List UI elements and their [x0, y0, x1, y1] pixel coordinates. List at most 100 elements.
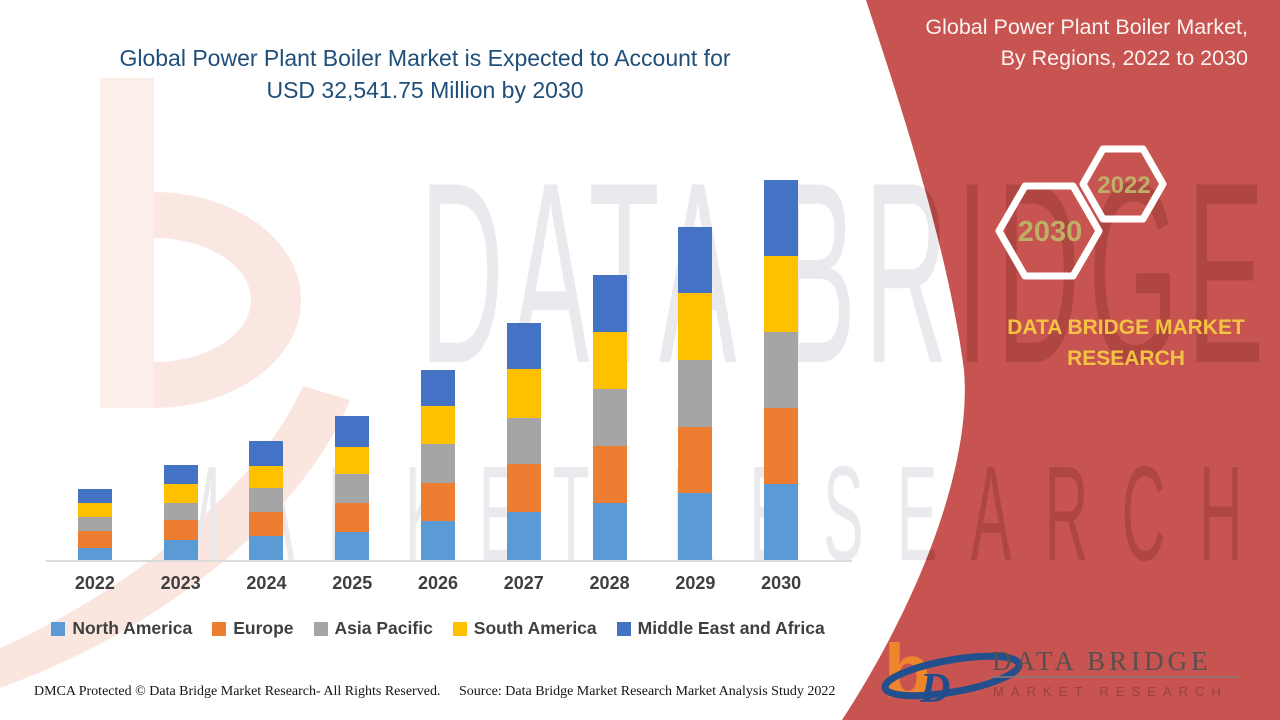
bar-segment-south-america-2022 — [77, 502, 112, 518]
x-tick-2023: 2023 — [160, 573, 201, 593]
chart-title: Global Power Plant Boiler Market is Expe… — [40, 42, 810, 106]
hexagon-2022 — [1079, 145, 1167, 223]
footer-source: Source: Data Bridge Market Research Mark… — [459, 684, 836, 699]
stacked-bar-2023 — [163, 465, 198, 560]
bar-segment-europe-2023 — [163, 520, 198, 540]
x-tick-2022: 2022 — [74, 573, 115, 593]
side-panel-title-line2: By Regions, 2022 to 2030 — [1000, 46, 1248, 70]
bar-segment-north-america-2028 — [592, 503, 627, 560]
bar-segment-north-america-2030 — [764, 484, 799, 560]
chart-legend: North America Europe Asia Pacific South Ame… — [51, 618, 825, 639]
bar-column-2029 — [652, 170, 738, 560]
bar-segment-middle-east-and-africa-2027 — [506, 322, 541, 370]
stacked-bar-2027 — [506, 322, 541, 560]
chart-title-line2: USD 32,541.75 Million by 2030 — [266, 77, 584, 103]
stacked-bar-2025 — [335, 416, 370, 560]
x-tick-2030: 2030 — [761, 573, 802, 593]
bar-segment-asia-pacific-2023 — [163, 502, 198, 520]
bar-segment-europe-2029 — [678, 426, 713, 494]
bar-segment-europe-2026 — [421, 483, 456, 521]
bar-column-2030 — [738, 170, 824, 560]
legend-item-europe: Europe — [212, 618, 294, 639]
stacked-bar-2024 — [249, 441, 284, 560]
chart-title-line1: Global Power Plant Boiler Market is Expe… — [119, 45, 731, 71]
bar-segment-middle-east-and-africa-2029 — [678, 226, 713, 294]
logo-subname: MARKET RESEARCH — [993, 684, 1228, 699]
bar-segment-south-america-2027 — [506, 369, 541, 418]
bar-segment-middle-east-and-africa-2026 — [421, 370, 456, 406]
bar-segment-europe-2027 — [506, 464, 541, 513]
logo-swoosh — [881, 652, 1023, 700]
dbmr-logo: b D DATA BRIDGE MARKET RESEARCH — [881, 629, 1240, 714]
bar-column-2028 — [567, 170, 653, 560]
x-tick-2024: 2024 — [246, 573, 287, 593]
bar-segment-north-america-2025 — [335, 532, 370, 560]
legend-swatch — [212, 621, 227, 636]
stacked-bar-2022 — [77, 489, 112, 560]
bar-segment-asia-pacific-2022 — [77, 517, 112, 532]
bar-segment-north-america-2029 — [678, 493, 713, 560]
bar-column-2025 — [309, 170, 395, 560]
legend-label: Asia Pacific — [334, 618, 433, 638]
legend-label: Middle East and Africa — [637, 618, 825, 638]
x-axis-line — [46, 560, 852, 562]
hexagon-year-2022: 2022 — [1097, 172, 1150, 199]
bar-column-2027 — [481, 170, 567, 560]
bar-segment-south-america-2030 — [764, 256, 799, 332]
legend-swatch — [51, 621, 66, 636]
bar-segment-europe-2025 — [335, 503, 370, 533]
bar-segment-middle-east-and-africa-2022 — [77, 489, 112, 503]
watermark-b-stem — [100, 78, 154, 408]
bar-segment-north-america-2023 — [163, 540, 198, 560]
bar-segment-asia-pacific-2026 — [421, 444, 456, 483]
legend-label: South America — [473, 618, 597, 638]
bar-segment-asia-pacific-2028 — [592, 389, 627, 446]
bar-segment-asia-pacific-2025 — [335, 474, 370, 504]
bar-segment-north-america-2024 — [249, 535, 284, 560]
bar-segment-asia-pacific-2024 — [249, 488, 284, 512]
x-axis-labels: 2022 2023 2024 2025 2026 2027 2028 2029 2030 — [52, 573, 824, 594]
side-panel-title: Global Power Plant Boiler Market, By Reg… — [818, 12, 1248, 74]
brand-wordmark: DATA BRIDGE MARKET RESEARCH — [1007, 316, 1245, 370]
bar-segment-middle-east-and-africa-2023 — [163, 465, 198, 484]
bar-column-2026 — [395, 170, 481, 560]
x-tick-2028: 2028 — [589, 573, 630, 593]
bar-segment-south-america-2026 — [421, 406, 456, 444]
side-panel-title-line1: Global Power Plant Boiler Market, — [925, 15, 1248, 39]
bar-segment-middle-east-and-africa-2028 — [592, 275, 627, 332]
bar-segment-asia-pacific-2027 — [506, 417, 541, 465]
stacked-bar-2028 — [592, 275, 627, 560]
legend-swatch — [313, 621, 328, 636]
bar-column-2022 — [52, 170, 138, 560]
stacked-bar-2030 — [764, 180, 799, 560]
hexagon-2030 — [995, 182, 1103, 280]
bar-segment-south-america-2025 — [335, 447, 370, 475]
bar-segment-europe-2022 — [77, 531, 112, 548]
x-tick-2029: 2029 — [675, 573, 716, 593]
legend-item-asia-pacific: Asia Pacific — [313, 618, 433, 639]
stacked-bar-chart: 2022 2023 2024 2025 2026 2027 2028 2029 2030 Nor… — [46, 170, 852, 639]
bar-segment-middle-east-and-africa-2030 — [764, 180, 799, 256]
bar-segment-asia-pacific-2029 — [678, 359, 713, 427]
legend-swatch — [452, 621, 467, 636]
bar-segment-north-america-2027 — [506, 512, 541, 560]
bar-segment-south-america-2028 — [592, 332, 627, 389]
legend-swatch — [616, 621, 631, 636]
footer-copyright: DMCA Protected © Data Bridge Market Rese… — [34, 684, 441, 699]
legend-item-south-america: South America — [452, 618, 597, 639]
bar-segment-europe-2030 — [764, 408, 799, 484]
x-tick-2027: 2027 — [503, 573, 544, 593]
bar-segment-north-america-2022 — [77, 547, 112, 560]
logo-d-glyph: D — [919, 666, 950, 712]
x-tick-2026: 2026 — [417, 573, 459, 593]
hexagon-group — [995, 145, 1167, 280]
bar-segment-asia-pacific-2030 — [764, 332, 799, 408]
legend-label: Europe — [233, 618, 294, 638]
plot-area — [52, 170, 824, 560]
stacked-bar-2029 — [678, 226, 713, 560]
legend-item-middle-east-and-africa: Middle East and Africa — [616, 618, 825, 639]
legend-label: North America — [72, 618, 193, 638]
bar-segment-south-america-2023 — [163, 484, 198, 503]
